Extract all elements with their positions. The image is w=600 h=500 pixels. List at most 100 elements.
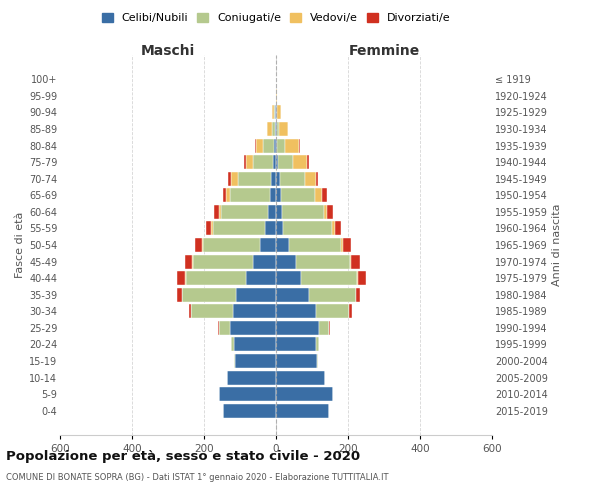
Bar [283, 205, 324, 219]
Bar [280, 172, 305, 186]
Bar [191, 304, 233, 318]
Bar [272, 106, 274, 120]
Bar [235, 354, 276, 368]
Bar [276, 387, 333, 401]
Bar [276, 122, 277, 136]
Bar [296, 254, 350, 268]
Bar [233, 338, 276, 351]
Bar [276, 155, 278, 169]
Bar [329, 321, 330, 335]
Bar [271, 172, 276, 186]
Bar [276, 354, 317, 368]
Bar [349, 304, 352, 318]
Text: Maschi: Maschi [141, 44, 195, 58]
Bar [178, 288, 182, 302]
Bar [301, 271, 357, 285]
Bar [203, 238, 260, 252]
Bar [276, 205, 283, 219]
Bar [276, 370, 325, 384]
Bar [211, 222, 213, 235]
Bar [307, 155, 309, 169]
Bar [218, 321, 219, 335]
Bar [357, 271, 358, 285]
Bar [193, 254, 253, 268]
Bar [289, 238, 341, 252]
Bar [281, 188, 315, 202]
Bar [213, 222, 265, 235]
Bar [246, 155, 253, 169]
Bar [322, 188, 327, 202]
Bar [188, 304, 191, 318]
Bar [244, 155, 246, 169]
Bar [185, 271, 186, 285]
Bar [236, 288, 276, 302]
Bar [223, 404, 276, 417]
Bar [202, 238, 203, 252]
Bar [351, 254, 360, 268]
Text: Femmine: Femmine [349, 44, 419, 58]
Bar [230, 321, 276, 335]
Bar [305, 172, 316, 186]
Text: Popolazione per età, sesso e stato civile - 2020: Popolazione per età, sesso e stato civil… [6, 450, 360, 463]
Bar [227, 370, 276, 384]
Bar [230, 338, 233, 351]
Bar [230, 188, 269, 202]
Bar [214, 205, 220, 219]
Bar [276, 404, 329, 417]
Bar [309, 288, 356, 302]
Bar [316, 338, 319, 351]
Bar [231, 172, 238, 186]
Bar [276, 271, 301, 285]
Bar [253, 155, 273, 169]
Bar [276, 238, 289, 252]
Y-axis label: Anni di nascita: Anni di nascita [552, 204, 562, 286]
Legend: Celibi/Nubili, Coniugati/e, Vedovi/e, Divorziati/e: Celibi/Nubili, Coniugati/e, Vedovi/e, Di… [100, 10, 452, 26]
Bar [274, 138, 276, 152]
Bar [275, 122, 276, 136]
Bar [256, 138, 263, 152]
Bar [186, 271, 247, 285]
Bar [276, 338, 316, 351]
Bar [265, 222, 276, 235]
Bar [324, 205, 328, 219]
Bar [195, 238, 202, 252]
Bar [185, 254, 193, 268]
Bar [341, 238, 343, 252]
Bar [220, 205, 221, 219]
Bar [238, 172, 271, 186]
Bar [335, 222, 341, 235]
Bar [277, 138, 284, 152]
Bar [277, 106, 281, 120]
Bar [260, 238, 276, 252]
Bar [276, 138, 277, 152]
Bar [274, 106, 275, 120]
Bar [253, 254, 276, 268]
Bar [275, 106, 276, 120]
Bar [319, 321, 329, 335]
Bar [277, 122, 278, 136]
Bar [276, 188, 281, 202]
Bar [276, 106, 277, 120]
Bar [343, 238, 350, 252]
Y-axis label: Fasce di età: Fasce di età [14, 212, 25, 278]
Bar [332, 222, 335, 235]
Bar [263, 138, 274, 152]
Bar [221, 205, 268, 219]
Bar [268, 205, 276, 219]
Bar [276, 222, 283, 235]
Bar [276, 254, 296, 268]
Bar [178, 271, 185, 285]
Bar [284, 138, 299, 152]
Bar [269, 188, 276, 202]
Bar [358, 271, 365, 285]
Bar [233, 304, 276, 318]
Bar [276, 288, 309, 302]
Bar [316, 304, 349, 318]
Text: COMUNE DI BONATE SOPRA (BG) - Dati ISTAT 1° gennaio 2020 - Elaborazione TUTTITAL: COMUNE DI BONATE SOPRA (BG) - Dati ISTAT… [6, 472, 389, 482]
Bar [276, 321, 319, 335]
Bar [273, 155, 276, 169]
Bar [219, 387, 276, 401]
Bar [206, 222, 211, 235]
Bar [283, 222, 332, 235]
Bar [226, 188, 230, 202]
